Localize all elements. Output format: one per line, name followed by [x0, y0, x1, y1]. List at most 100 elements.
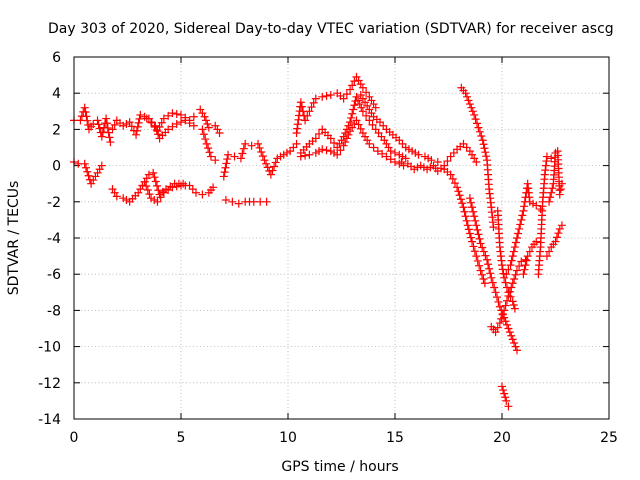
data-point	[548, 184, 557, 193]
data-point	[93, 116, 102, 125]
data-point	[154, 186, 163, 195]
data-point	[473, 119, 482, 128]
data-point	[211, 156, 220, 165]
data-point	[386, 147, 395, 156]
data-point	[354, 120, 363, 129]
data-point	[352, 116, 361, 125]
data-point	[221, 163, 230, 172]
data-point	[545, 247, 554, 256]
data-point	[470, 247, 479, 256]
data-point	[309, 98, 318, 107]
data-point	[488, 278, 497, 287]
data-point	[198, 109, 207, 118]
data-point	[557, 221, 566, 230]
data-point	[498, 310, 507, 319]
data-point	[509, 247, 518, 256]
data-point	[346, 118, 355, 127]
data-point	[378, 149, 387, 158]
data-point	[102, 114, 111, 123]
series-arc-lower-c	[221, 195, 271, 208]
data-point	[443, 157, 452, 166]
data-point	[311, 94, 320, 103]
data-point	[103, 123, 112, 132]
chart-title: Day 303 of 2020, Sidereal Day-to-day VTE…	[48, 21, 614, 37]
data-point	[501, 301, 510, 310]
data-point	[502, 296, 511, 305]
data-point	[81, 108, 90, 117]
plot-frame	[73, 56, 610, 420]
data-point	[458, 199, 467, 208]
data-point	[504, 402, 513, 411]
data-point	[510, 304, 519, 313]
data-point	[254, 139, 263, 148]
data-point	[220, 168, 229, 177]
data-point	[472, 252, 481, 261]
data-point	[344, 130, 353, 139]
data-point	[401, 154, 410, 163]
data-point	[133, 122, 142, 131]
data-point	[532, 201, 541, 210]
data-point	[362, 88, 371, 97]
x-axis-tick-labels: 0 5 10 15 20 25	[70, 430, 618, 446]
data-point	[473, 256, 482, 265]
data-point	[348, 81, 357, 90]
series-arc-drop-a	[198, 125, 220, 165]
y-axis-tick-labels: -14 -12 -10 -8 -6 -4 -2 0 2 4 6	[38, 50, 61, 428]
data-point	[391, 148, 399, 157]
y-tick-label: -8	[47, 303, 61, 319]
data-point	[490, 283, 499, 292]
data-point	[337, 136, 346, 145]
data-point	[355, 100, 364, 109]
data-point	[484, 260, 493, 269]
data-point	[147, 118, 156, 127]
x-tick-label: 20	[493, 430, 511, 446]
data-point	[196, 105, 205, 114]
data-point	[198, 190, 207, 199]
data-point	[230, 152, 239, 161]
data-point	[480, 144, 489, 153]
data-point	[140, 112, 149, 121]
data-point	[454, 187, 463, 196]
data-point	[297, 102, 306, 111]
data-points	[70, 72, 566, 411]
data-point	[102, 119, 111, 128]
data-point	[135, 114, 144, 123]
data-point	[518, 211, 527, 220]
data-point	[479, 275, 488, 284]
data-point	[361, 98, 370, 107]
data-point	[162, 185, 171, 194]
series-arc-flat	[397, 139, 481, 176]
data-point	[499, 386, 508, 395]
data-point	[480, 279, 489, 288]
data-point	[472, 157, 481, 166]
data-point	[211, 121, 220, 130]
data-point	[495, 302, 504, 311]
data-point	[202, 139, 211, 148]
data-point	[179, 179, 188, 188]
data-point	[384, 143, 393, 152]
data-point	[270, 162, 279, 171]
data-point	[181, 116, 190, 125]
data-point	[468, 237, 477, 246]
y-tick-label: 6	[52, 50, 61, 66]
data-point	[466, 198, 475, 207]
data-point	[466, 233, 475, 242]
data-point	[461, 89, 470, 98]
data-point	[189, 112, 198, 121]
data-point	[97, 161, 106, 170]
data-point	[504, 291, 513, 300]
data-point	[144, 170, 153, 179]
data-point	[326, 134, 335, 143]
data-point	[510, 243, 519, 252]
data-point	[477, 132, 486, 141]
y-tick-label: -14	[38, 412, 61, 428]
data-point	[456, 195, 465, 204]
data-point	[475, 127, 484, 136]
y-tick-label: -4	[47, 231, 61, 247]
data-point	[293, 124, 302, 133]
data-point	[333, 150, 342, 159]
data-point	[106, 138, 115, 147]
data-point	[506, 292, 515, 301]
data-point	[204, 144, 213, 153]
series-arc-mid-a	[219, 139, 250, 181]
